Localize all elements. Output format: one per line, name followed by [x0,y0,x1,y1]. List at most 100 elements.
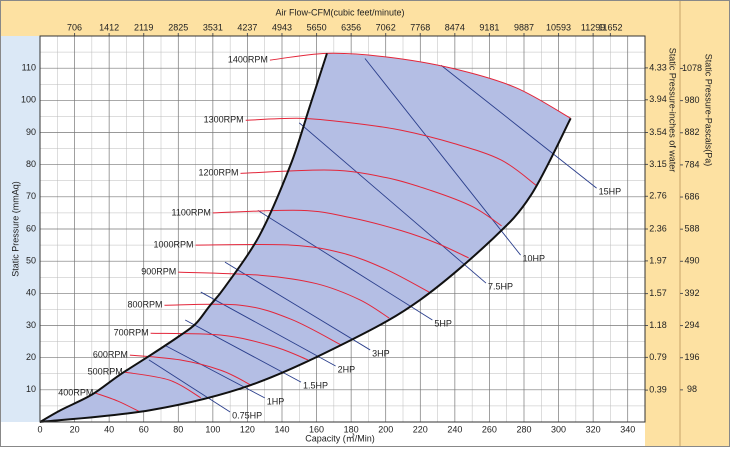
rpm-curve [240,169,502,227]
top-band [0,0,730,36]
rpm-curve [178,271,390,319]
top-tick-label: 4943 [272,22,292,32]
top-tick-label: 1412 [99,22,119,32]
x-tick-label: 200 [378,424,393,434]
y-tick-label: 90 [26,127,36,137]
y3-tick-label: 882 [684,127,699,137]
rpm-label: 600RPM [93,349,128,359]
y-axis-title: Static Pressure (mmAq) [10,181,20,277]
y3-tick-label: 686 [684,191,699,201]
top-tick-label: 9887 [514,22,534,32]
rpm-label: 700RPM [114,328,149,338]
y-tick-label: 60 [26,223,36,233]
rpm-curve [95,392,141,413]
rpm-curve [269,52,571,119]
y2-tick-label: 0.39 [649,384,667,394]
x-tick-label: 180 [344,424,359,434]
rpm-curve [195,243,430,293]
hp-label: 1.5HP [303,380,328,390]
y-tick-label: 110 [22,63,36,73]
top-tick-label: 706 [67,22,82,32]
rpm-label: 1100RPM [171,207,210,217]
y2-tick-label: 1.97 [649,255,667,265]
hp-label: 7.5HP [488,281,513,291]
rpm-label: 900RPM [141,266,176,276]
top-tick-label: 2825 [168,22,188,32]
top-tick-label: 3531 [203,22,223,32]
top-tick-label: 5650 [307,22,327,32]
top-tick-label: 7062 [376,22,396,32]
hp-label: 10HP [523,253,546,263]
top-tick-label: 8474 [445,22,465,32]
top-tick-label: 2119 [134,22,153,32]
x-axis-title: Capacity (㎥/Min) [305,433,375,443]
y2-tick-label: 3.54 [649,127,667,137]
y2-tick-label: 0.79 [649,352,667,362]
top-tick-label: 11652 [598,22,622,32]
hp-line [257,209,433,321]
x-tick-label: 300 [551,424,566,434]
rpm-label: 1400RPM [228,55,268,65]
x-tick-label: 20 [70,424,80,434]
x-tick-label: 220 [413,424,428,434]
rpm-curve [124,371,202,399]
y2-tick-label: 4.33 [649,62,667,72]
y-tick-label: 80 [26,159,36,169]
top-tick-label: 9181 [479,22,499,32]
y3-tick-label: 980 [684,95,699,105]
y-tick-label: 70 [26,191,36,201]
y3-tick-label: 98 [687,384,697,394]
rpm-curve [245,117,537,186]
rpm-label: 1200RPM [198,168,238,178]
operating-area [40,53,571,423]
hp-line [440,64,597,189]
envelope-boundary [39,117,572,423]
plot-border [39,35,646,423]
top-axis-title: Air Flow-CFM(cubic feet/minute) [275,7,404,17]
x-tick-label: 100 [205,424,220,434]
hp-label: 5HP [434,318,452,328]
y2-tick-label: 2.36 [649,223,667,233]
envelope-boundary [39,53,328,423]
x-tick-label: 80 [173,424,183,434]
top-tick-label: 6356 [341,22,361,32]
hp-line [200,291,336,367]
left-band [0,36,40,422]
top-tick-label: 4237 [237,22,257,32]
hp-label: 2HP [338,364,356,374]
y3-tick-label: 588 [684,224,699,234]
x-tick-label: 280 [516,424,531,434]
y3-tick-label: 1078 [682,63,702,73]
x-tick-label: 240 [447,424,462,434]
rpm-curve [129,354,252,386]
hp-line [148,359,231,413]
y2-tick-label: 3.94 [649,94,667,104]
y-tick-label: 40 [26,288,36,298]
y-tick-label: 10 [26,384,36,394]
x-tick-label: 320 [586,424,601,434]
rpm-label: 800RPM [127,300,162,310]
x-tick-label: 0 [37,424,42,434]
hp-label: 0.75HP [232,410,262,420]
rpm-label: 500RPM [88,367,123,377]
rpm-curve [164,303,341,346]
x-tick-label: 40 [104,424,114,434]
hp-label: 3HP [372,348,390,358]
right-band [645,0,730,447]
rpm-label: 1300RPM [204,115,244,125]
top-tick-label: 11299 [581,22,605,32]
y2-tick-label: 1.18 [649,320,667,330]
y-tick-label: 30 [26,320,36,330]
rpm-curve [150,332,309,361]
y3-tick-label: 196 [684,352,699,362]
y2-tick-label: 3.15 [649,159,667,169]
hp-label: 15HP [599,187,622,197]
x-tick-label: 160 [309,424,324,434]
hp-label: 1HP [267,396,285,406]
y3-tick-label: 294 [684,320,699,330]
rpm-label: 1000RPM [154,239,194,249]
y2-axis-title: Static Pressure-inches of water [668,48,678,173]
rpm-label: 400RPM [58,387,93,397]
rpm-curve [212,209,469,259]
